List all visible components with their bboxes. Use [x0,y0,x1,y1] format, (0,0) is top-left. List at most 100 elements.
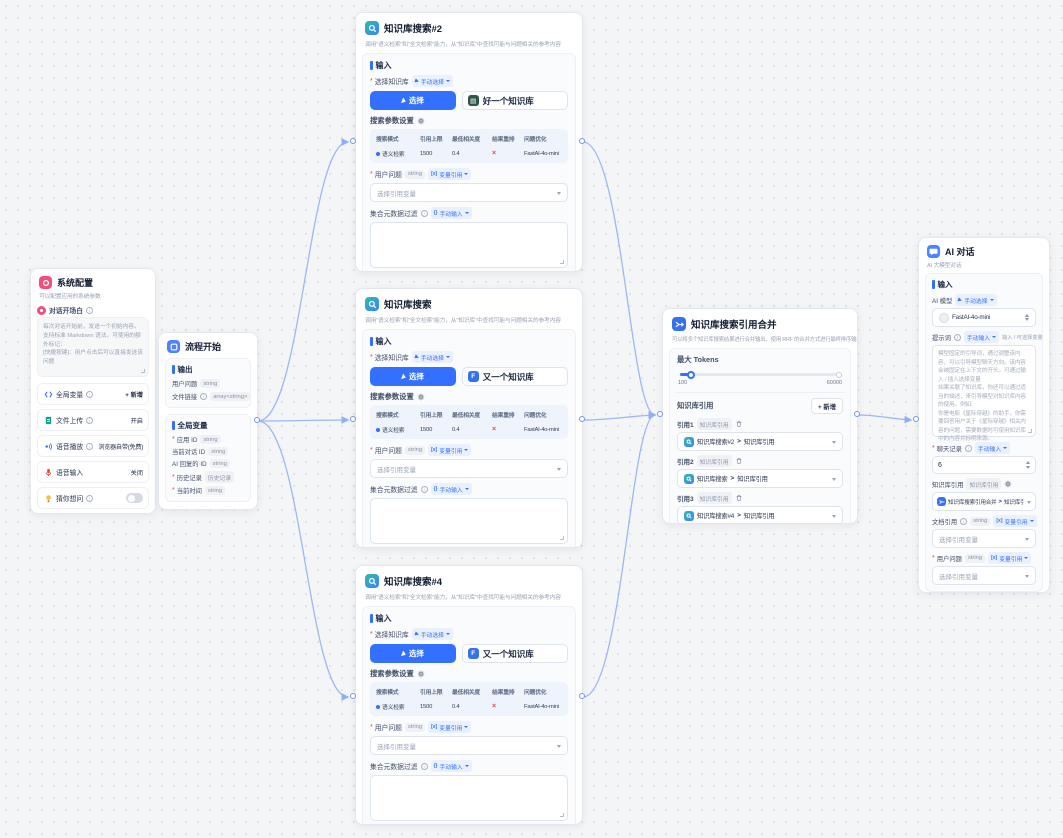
stepper-arrows-icon[interactable] [1026,459,1030,471]
node-system-config[interactable]: 系统配置 可以配置应用的系统参数 对话开场白 每次对话开始前，发送一个初始内容。… [30,268,156,514]
node-quote-merge[interactable]: 知识库搜索引用合并 可以将多个知识库搜索结果进行合并输出，使用 RRF 的合并方… [662,308,858,524]
model-select-mode-chip[interactable]: 手动选择 [955,294,997,306]
node-dataset-search-2[interactable]: 知识库搜索#2 调用"语义检索"和"全文检索"能力，从"知识库"中查找可能与问题… [355,12,583,272]
select-dataset-button[interactable]: 选择 [370,644,456,663]
slider-knob[interactable] [687,370,696,379]
node-subtitle: AI 大模型对话 [927,263,962,269]
select-dataset-button[interactable]: 选择 [370,91,456,110]
welcome-text-input[interactable]: 每次对话开始前，发送一个初始内容。支持标准 Markdown 语法，可使用的额外… [37,317,149,377]
add-variable-button[interactable]: + 新增 [125,391,143,399]
node-flow-start[interactable]: 流程开始 输出 用户问题 string 文件链接 array<string> 全… [158,332,258,510]
config-row-guess-ask[interactable]: 猜你想问 [37,487,149,509]
question-variable-select[interactable]: 选择引用变量 [370,736,568,755]
metadata-input-mode-chip[interactable]: {} 手动输入 [430,760,472,772]
node-subtitle: 调用"语义检索"和"全文检索"能力，从"知识库"中查找可能与问题相关的参考内容 [365,42,561,48]
source-handle[interactable] [579,693,585,699]
ref-source-select[interactable]: 知识库搜索#2 > 知识库引用 [677,432,843,451]
config-row-scheduled-run[interactable]: 定时执行 未开启 [37,513,149,514]
config-row-voice-play[interactable]: 语音播放 浏览器自带(免费) [37,435,149,457]
type-tag: string [209,459,230,468]
node-ai-chat[interactable]: AI 对话 AI 大模型对话 输入 AI 模型 手动选择 FastAI-4o-m… [918,237,1050,593]
welcome-label: 对话开场白 [49,308,83,315]
user-question-label: 用户问题 [374,448,402,455]
config-row-file-upload[interactable]: 文件上传 开启 [37,409,149,431]
dataset-chip[interactable]: ▤ 好一个知识库 [461,91,568,110]
kb-quote-source-select[interactable]: 知识库搜索引用合并 > 知识库引用 [932,492,1036,511]
cursor-icon [414,354,420,360]
metadata-filter-textarea[interactable] [370,775,568,821]
table-header: 问题优化 [524,413,547,419]
required-mark: * [370,353,373,361]
variable-icon: [x] [991,555,998,561]
variable-ref-chip[interactable]: [x] 变量引用 [428,721,472,733]
node-dataset-search-4[interactable]: 知识库搜索#4 调用"语义检索"和"全文检索"能力，从"知识库"中查找可能与问题… [355,565,583,825]
resize-handle-icon[interactable] [560,536,564,540]
resize-handle-icon[interactable] [560,813,564,817]
variable-ref-chip[interactable]: [x] 变量引用 [993,515,1037,527]
source-handle[interactable] [579,138,585,144]
chevron-down-icon [464,765,469,769]
target-handle[interactable] [350,416,356,422]
node-title: 知识库搜索引用合并 [691,320,777,331]
resize-handle-icon[interactable] [1028,429,1032,433]
info-icon [85,306,93,314]
chevron-down-icon [464,449,469,453]
quote-settings-gear-icon[interactable] [1004,480,1012,488]
type-tag: string [204,486,226,495]
prompt-textarea[interactable]: 模型固定的引导词，通过调整该内容，可以引导模型聊天方向。该内容会被固定在上下文的… [932,345,1036,442]
dataset-select-mode-chip[interactable]: 手动选择 [411,351,453,363]
max-tokens-slider[interactable]: 100 60000 [678,370,842,386]
rerank-off-icon: × [492,426,496,433]
config-row-global-variables[interactable]: 全局变量 + 新增 [37,383,149,405]
dataset-select-mode-chip[interactable]: 手动选择 [411,628,453,640]
question-variable-select[interactable]: 选择引用变量 [932,566,1036,585]
target-handle[interactable] [350,693,356,699]
metadata-input-mode-chip[interactable]: {} 手动输入 [430,483,472,495]
metadata-input-mode-chip[interactable]: {} 手动输入 [430,207,472,219]
ref-source-select[interactable]: 知识库搜索 > 知识库引用 [677,469,843,488]
variable-ref-chip[interactable]: [x] 变量引用 [988,552,1032,564]
question-variable-select[interactable]: 选择引用变量 [370,183,568,202]
metadata-filter-textarea[interactable] [370,498,568,544]
min-similarity-cell: 0.4 [452,426,460,433]
chevron-down-icon [445,633,450,637]
target-handle[interactable] [350,138,356,144]
trash-icon[interactable] [735,420,743,428]
node-dataset-search[interactable]: 知识库搜索 调用"语义检索"和"全文检索"能力，从"知识库"中查找可能与问题相关… [355,288,583,548]
welcome-text: 每次对话开始前，发送一个初始内容。支持标准 Markdown 语法，可使用的额外… [43,324,143,366]
target-handle[interactable] [657,411,663,417]
prompt-input-mode-chip[interactable]: 手动输入 [963,331,1000,343]
variable-ref-chip[interactable]: [x] 变量引用 [428,444,472,456]
settings-gear-icon[interactable] [417,393,425,401]
question-variable-select[interactable]: 选择引用变量 [370,459,568,478]
source-handle[interactable] [854,411,860,417]
metadata-filter-textarea[interactable] [370,222,568,268]
guess-ask-toggle[interactable] [126,493,143,503]
source-handle[interactable] [579,416,585,422]
trash-icon[interactable] [735,494,743,502]
settings-gear-icon[interactable] [417,670,425,678]
resize-handle-icon[interactable] [560,260,564,264]
min-similarity-cell: 0.4 [452,703,460,710]
add-quote-button[interactable]: + 新增 [810,398,843,414]
select-dataset-button[interactable]: 选择 [370,367,456,386]
dataset-select-mode-chip[interactable]: 手动选择 [411,75,453,87]
history-count-stepper[interactable]: 6 [932,456,1036,474]
type-tag: string [964,553,986,563]
ref-source-select[interactable]: 知识库搜索#4 > 知识库引用 [677,506,843,523]
dataset-chip[interactable]: F 又一个知识库 [461,644,568,663]
doc-quote-variable-select[interactable]: 选择引用变量 [932,529,1036,548]
config-value: 关闭 [130,469,143,477]
ai-model-select[interactable]: FastAI-4o-mini [932,308,1036,327]
resize-handle-icon[interactable] [141,369,145,373]
target-handle[interactable] [913,416,919,422]
trash-icon[interactable] [735,457,743,465]
settings-gear-icon[interactable] [417,117,425,125]
history-input-mode-chip[interactable]: 手动输入 [974,442,1011,454]
variable-icon: [x] [431,171,438,177]
source-handle[interactable] [254,417,260,423]
config-row-voice-input[interactable]: 语音输入 关闭 [37,461,149,483]
dataset-chip[interactable]: F 又一个知识库 [461,367,568,386]
variable-ref-chip[interactable]: [x] 变量引用 [428,168,472,180]
